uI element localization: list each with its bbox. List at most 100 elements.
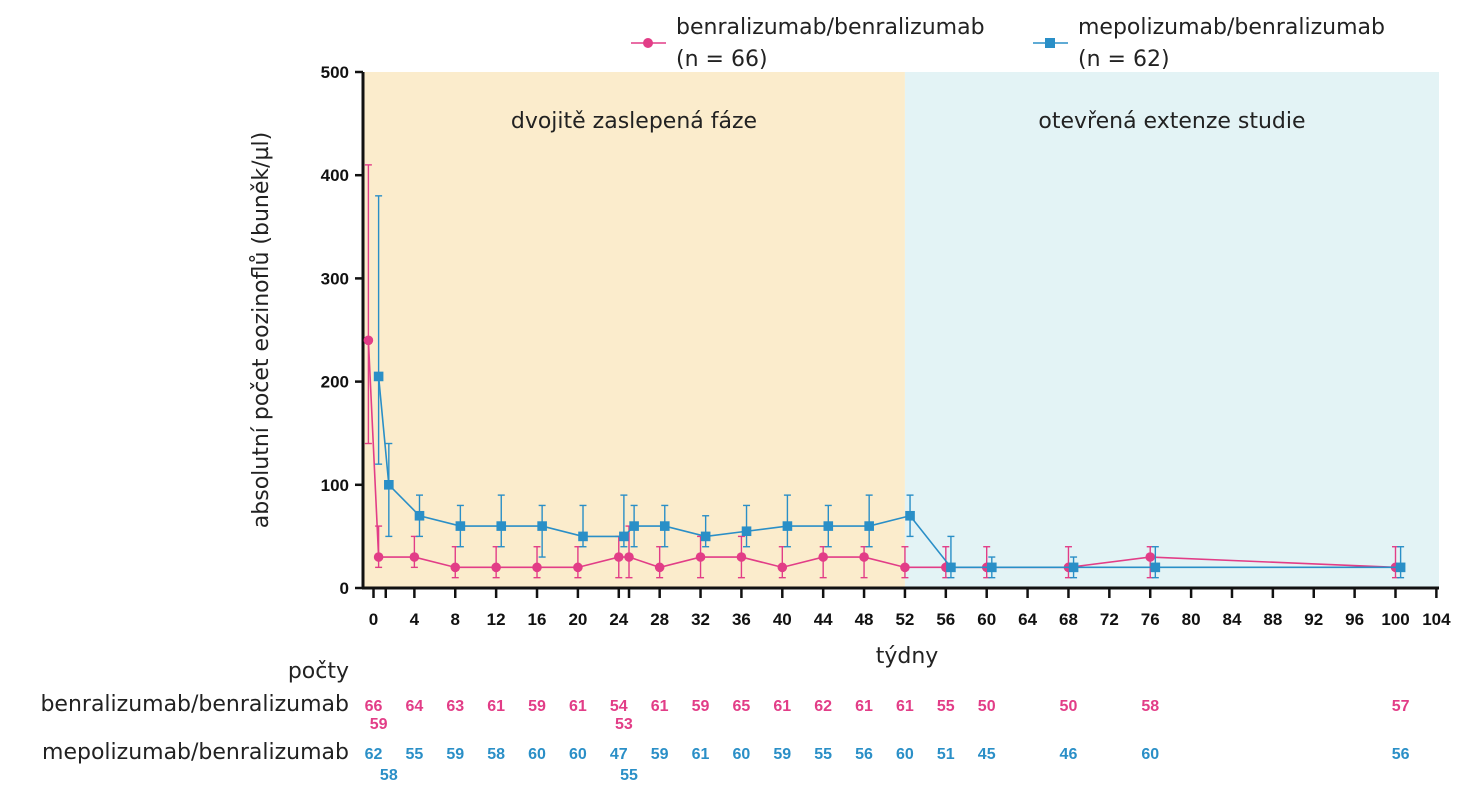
x-tick-label: 36 (732, 610, 751, 629)
data-point (373, 552, 384, 562)
x-tick-label: 84 (1223, 610, 1242, 629)
count-value-benra: 50 (1060, 698, 1078, 715)
data-point (1145, 552, 1156, 562)
x-tick-label: 48 (855, 610, 874, 629)
count-value-benra: 63 (446, 698, 464, 715)
x-tick-label: 68 (1059, 610, 1078, 629)
data-point (496, 521, 507, 531)
data-point (629, 521, 639, 531)
count-value-benra: 61 (487, 698, 505, 715)
y-tick-label: 400 (321, 166, 349, 185)
x-axis-label: týdny (876, 644, 939, 669)
data-point (823, 521, 834, 531)
count-value-benra: 55 (937, 698, 955, 715)
x-tick-label: 72 (1100, 610, 1119, 629)
count-value-benra: 65 (733, 698, 751, 715)
count-value-benra: 61 (855, 698, 873, 715)
data-point (1150, 562, 1161, 573)
count-value-benra: 61 (651, 698, 669, 715)
count-value-mepo: 60 (569, 746, 587, 763)
count-value-mepo: 58 (487, 746, 505, 763)
x-tick-label: 80 (1182, 610, 1201, 629)
count-value-mepo: 56 (855, 746, 873, 763)
data-point (537, 521, 547, 531)
count-value-mepo: 60 (1141, 746, 1159, 763)
data-point (613, 552, 624, 562)
data-point (409, 552, 420, 562)
count-value-mepo: 59 (651, 746, 669, 763)
data-point (624, 552, 634, 562)
phase-band-1 (363, 72, 905, 588)
phase-backgrounds (363, 72, 1439, 588)
x-tick-label: 4 (410, 610, 420, 629)
count-value-mepo: 61 (692, 746, 710, 763)
data-point (700, 531, 711, 542)
count-value-mepo: 55 (814, 746, 832, 763)
data-point (859, 552, 869, 562)
data-point (491, 562, 501, 573)
count-value-benra: 59 (370, 716, 388, 733)
x-tick-label: 100 (1381, 610, 1409, 629)
count-value-mepo: 60 (896, 746, 914, 763)
x-tick-label: 0 (369, 610, 378, 629)
x-tick-label: 40 (773, 610, 792, 629)
count-value-benra: 61 (569, 698, 587, 715)
data-point (736, 552, 747, 562)
x-tick-label: 56 (936, 610, 955, 629)
count-value-benra: 62 (814, 698, 832, 715)
y-tick-label: 500 (321, 63, 349, 82)
count-value-benra: 53 (615, 716, 633, 733)
series-mepolizumab (373, 195, 1406, 579)
x-tick-label: 16 (528, 610, 547, 629)
x-tick-label: 24 (609, 610, 628, 629)
legend-marker-benra (643, 38, 653, 48)
data-point (384, 480, 394, 490)
count-value-benra: 66 (365, 698, 383, 715)
count-value-benra: 61 (773, 698, 791, 715)
count-value-benra: 59 (692, 698, 710, 715)
count-value-benra: 54 (610, 698, 628, 715)
x-tick-label: 60 (977, 610, 996, 629)
legend-n-mepo: (n = 62) (1078, 47, 1170, 72)
x-tick-label: 88 (1263, 610, 1282, 629)
count-value-mepo: 62 (365, 746, 383, 763)
counts-row-label-mepo: mepolizumab/benralizumab (42, 740, 349, 765)
count-value-mepo: 58 (380, 767, 398, 784)
count-value-benra: 50 (978, 698, 996, 715)
x-tick-label: 92 (1304, 610, 1323, 629)
x-tick-label: 96 (1345, 610, 1364, 629)
data-point (619, 531, 629, 542)
x-tick-label: 8 (451, 610, 460, 629)
counts-row-label-benra: benralizumab/benralizumab (40, 692, 349, 717)
count-value-mepo: 59 (446, 746, 464, 763)
count-value-mepo: 59 (773, 746, 791, 763)
x-tick-label: 28 (650, 610, 669, 629)
phase-label-2: otevřená extenze studie (1038, 109, 1305, 134)
count-value-mepo: 47 (610, 746, 628, 763)
data-point (946, 562, 956, 573)
legend-item-mepolizumab: mepolizumab/benralizumab (n = 62) (1033, 15, 1385, 72)
data-point (782, 521, 793, 531)
count-value-mepo: 46 (1060, 746, 1078, 763)
count-value-benra: 64 (405, 698, 423, 715)
legend-label-mepo: mepolizumab/benralizumab (1078, 15, 1385, 40)
legend-item-benralizumab: benralizumab/benralizumab (n = 66) (631, 15, 985, 72)
y-tick-label: 0 (340, 579, 349, 598)
phase-band-2 (904, 72, 1439, 588)
count-value-mepo: 45 (978, 746, 996, 763)
chart-series (363, 164, 1406, 579)
count-value-mepo: 60 (733, 746, 751, 763)
data-point (659, 521, 670, 531)
count-value-mepo: 56 (1392, 746, 1410, 763)
counts-table: počty benralizumab/benralizumab mepolizu… (40, 659, 1409, 784)
data-point (532, 562, 542, 573)
count-value-benra: 61 (896, 698, 914, 715)
data-point (741, 526, 752, 537)
data-point (905, 510, 915, 521)
count-value-benra: 59 (528, 698, 546, 715)
legend-n-benra: (n = 66) (676, 47, 768, 72)
y-tick-label: 300 (321, 269, 349, 288)
